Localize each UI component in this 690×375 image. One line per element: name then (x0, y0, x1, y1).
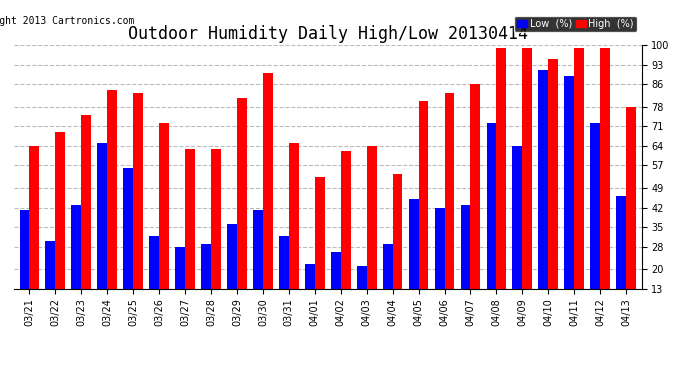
Bar (279, 236, 289, 289)
Bar (357, 266, 366, 289)
Bar (383, 244, 393, 289)
Bar (591, 123, 600, 289)
Bar (237, 98, 247, 289)
Bar (471, 84, 480, 289)
Bar (305, 264, 315, 289)
Bar (444, 93, 455, 289)
Bar (538, 70, 549, 289)
Bar (133, 93, 143, 289)
Bar (435, 207, 444, 289)
Bar (159, 123, 169, 289)
Bar (107, 90, 117, 289)
Bar (175, 247, 185, 289)
Bar (30, 146, 39, 289)
Bar (227, 224, 237, 289)
Bar (496, 48, 506, 289)
Bar (522, 48, 532, 289)
Bar (253, 210, 263, 289)
Text: Copyright 2013 Cartronics.com: Copyright 2013 Cartronics.com (0, 16, 134, 26)
Bar (600, 48, 610, 289)
Bar (366, 146, 377, 289)
Bar (46, 241, 55, 289)
Bar (315, 177, 324, 289)
Title: Outdoor Humidity Daily High/Low 20130414: Outdoor Humidity Daily High/Low 20130414 (128, 26, 528, 44)
Bar (149, 236, 159, 289)
Bar (513, 146, 522, 289)
Bar (97, 143, 107, 289)
Legend: Low  (%), High  (%): Low (%), High (%) (514, 16, 637, 32)
Bar (574, 48, 584, 289)
Bar (616, 196, 626, 289)
Bar (461, 205, 471, 289)
Bar (331, 252, 341, 289)
Bar (393, 174, 402, 289)
Bar (289, 143, 299, 289)
Bar (201, 244, 211, 289)
Bar (564, 76, 574, 289)
Bar (408, 199, 419, 289)
Bar (185, 148, 195, 289)
Bar (341, 152, 351, 289)
Bar (81, 115, 91, 289)
Bar (211, 148, 221, 289)
Bar (19, 210, 30, 289)
Bar (486, 123, 496, 289)
Bar (124, 168, 133, 289)
Bar (626, 106, 636, 289)
Bar (55, 132, 65, 289)
Bar (71, 205, 81, 289)
Bar (419, 101, 428, 289)
Bar (549, 59, 558, 289)
Bar (263, 73, 273, 289)
